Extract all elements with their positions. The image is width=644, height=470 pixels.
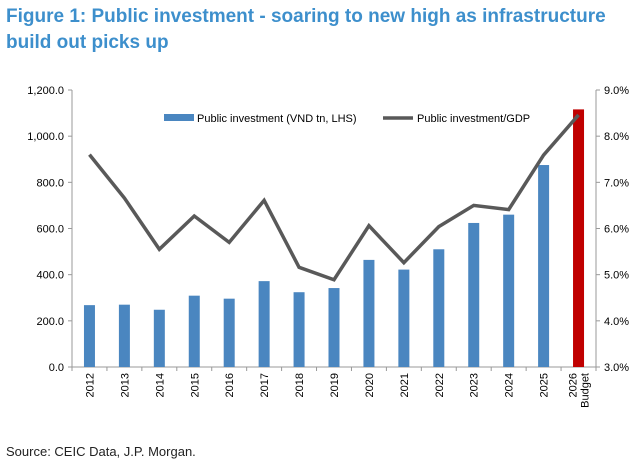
x-tick-label: 2012 <box>84 373 96 397</box>
right-tick-label: 8.0% <box>604 131 629 143</box>
bar <box>188 295 200 367</box>
x-tick-label: 2018 <box>294 373 306 397</box>
bar <box>328 288 340 367</box>
bar <box>433 249 445 367</box>
x-tick-label: 2022 <box>434 373 446 397</box>
x-tick-label: 2017 <box>259 373 271 397</box>
left-tick-label: 200.0 <box>36 316 64 328</box>
left-tick-label: 800.0 <box>36 177 64 189</box>
bar <box>398 269 410 367</box>
bar <box>223 298 235 367</box>
left-tick-label: 1,200.0 <box>27 85 64 97</box>
right-tick-label: 9.0% <box>604 85 629 97</box>
x-tick-label: 2013 <box>119 373 131 397</box>
x-tick-label: 2016 <box>224 373 236 397</box>
right-tick-label: 4.0% <box>604 316 629 328</box>
bar <box>118 304 130 367</box>
x-tick-label: 2019 <box>329 373 341 397</box>
left-tick-label: 1,000.0 <box>27 131 64 143</box>
x-tick-label: 2024 <box>504 373 516 397</box>
bar <box>293 292 305 367</box>
bar <box>503 214 515 367</box>
chart: 0.0 200.0 400.0 600.0 800.0 1,000.0 1,200.0 3.0… <box>27 85 629 408</box>
x-tick-label: 2023 <box>469 373 481 397</box>
bar <box>468 222 480 367</box>
x-tick-label: 2025 <box>539 373 551 397</box>
left-tick-label: 400.0 <box>36 270 64 282</box>
left-tick-label: 600.0 <box>36 224 64 236</box>
legend-label-bars: Public investment (VND tn, LHS) <box>197 113 357 125</box>
x-tick-label: 2014 <box>154 373 166 397</box>
bar <box>153 309 165 367</box>
bar <box>363 259 375 367</box>
bar <box>83 305 95 367</box>
x-tick-label: Budget <box>580 373 592 408</box>
legend-label-line: Public investment/GDP <box>417 113 530 125</box>
right-tick-label: 5.0% <box>604 270 629 282</box>
x-tick-label: 2020 <box>364 373 376 397</box>
left-tick-label: 0.0 <box>49 362 64 374</box>
x-tick-label: 2021 <box>399 373 411 397</box>
bar <box>573 109 585 367</box>
chart-title: Figure 1: Public investment - soaring to… <box>6 6 606 53</box>
right-tick-label: 3.0% <box>604 362 629 374</box>
source-note: Source: CEIC Data, J.P. Morgan. <box>6 444 196 459</box>
bar <box>258 281 270 367</box>
right-tick-label: 6.0% <box>604 224 629 236</box>
x-tick-label: 2015 <box>189 373 201 397</box>
legend-swatch-bars <box>164 114 194 121</box>
x-tick-label: 2026 <box>568 373 580 397</box>
right-tick-label: 7.0% <box>604 177 629 189</box>
bar <box>538 165 550 367</box>
gdp-ratio-line <box>88 113 580 282</box>
